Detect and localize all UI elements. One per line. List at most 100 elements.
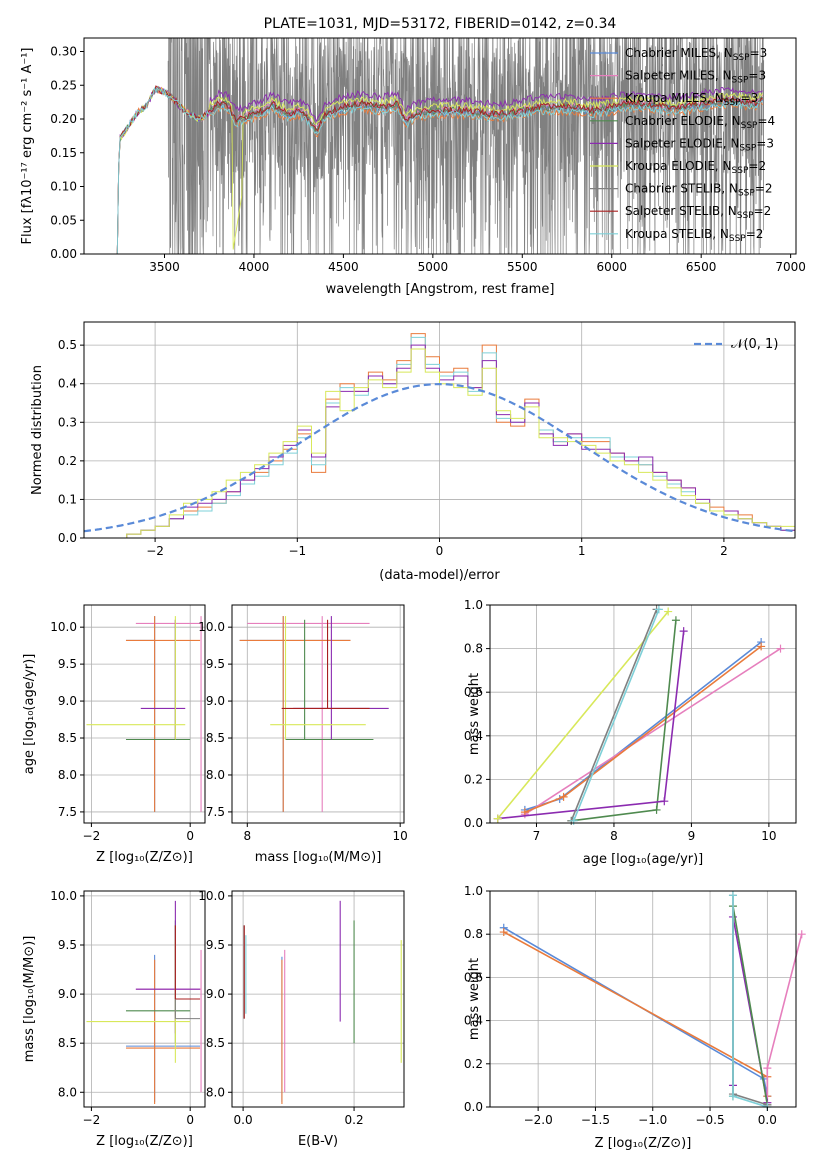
gaussian-curve xyxy=(84,382,795,533)
x-tick-label: 0.2 xyxy=(345,1113,364,1127)
y-tick-label: 0.3 xyxy=(58,415,77,429)
y-tick-label: 9.5 xyxy=(58,657,77,671)
x-tick-label: −2.0 xyxy=(524,1113,553,1127)
x-tick-label: 9 xyxy=(688,829,696,843)
legend-label: Kroupa STELIB, N xyxy=(625,227,729,241)
axes-frame xyxy=(83,604,206,824)
mass-weight-line-3 xyxy=(766,934,803,1103)
y-tick-label: 0.30 xyxy=(50,45,77,59)
legend-label: Salpeter MILES, N xyxy=(625,69,732,83)
y-tick-label: 9.0 xyxy=(206,987,225,1001)
x-axis-label: Z [log₁₀(Z/Z⊙)] xyxy=(96,850,193,865)
model-line-5 xyxy=(114,86,763,254)
x-tick-label: 4500 xyxy=(328,260,359,274)
y-tick-label: 1.0 xyxy=(464,598,483,612)
y-tick-label: 0.8 xyxy=(464,642,483,656)
legend-value: =3 xyxy=(741,91,759,105)
legend-subscript: SSP xyxy=(732,166,749,176)
axes-frame xyxy=(489,604,797,824)
axes-frame xyxy=(489,890,797,1108)
y-axis-label: Normed distribution xyxy=(30,365,45,495)
panel-7: 0.0 0.2 8.0 8.5 9.0 9.5 10.0 xyxy=(198,889,405,1127)
legend-entry: Salpeter ELODIE, NSSP=3 xyxy=(625,136,774,153)
mass-weight-point xyxy=(660,797,669,806)
legend-value: =2 xyxy=(754,204,772,218)
y-tick-label: 9.5 xyxy=(58,938,77,952)
x-tick-label: 7000 xyxy=(775,260,806,274)
y-tick-label: 0.05 xyxy=(50,213,77,227)
mass-weight-line-7 xyxy=(570,609,658,822)
y-tick-label: 0.10 xyxy=(50,180,77,194)
mass-weight-point xyxy=(776,644,785,653)
model-line-9 xyxy=(114,86,763,254)
x-axis-label: age [log₁₀(age/yr)] xyxy=(583,852,704,867)
y-tick-label: 8.5 xyxy=(58,731,77,745)
legend-entry: Chabrier ELODIE, NSSP=4 xyxy=(625,114,775,131)
spectrum-plot xyxy=(114,38,765,254)
y-tick-label: 8.0 xyxy=(206,768,225,782)
legend-label: Kroupa MILES, N xyxy=(625,91,724,105)
y-tick-label: 10.0 xyxy=(50,620,77,634)
x-tick-label: 4000 xyxy=(239,260,270,274)
panel-4: 8 10 7.5 8.0 8.5 9.0 9.5 10.0 xyxy=(198,604,408,843)
mass-weight-line-3 xyxy=(524,645,762,813)
y-tick-label: 7.5 xyxy=(58,805,77,819)
mass-weight-line-8 xyxy=(572,609,660,822)
legend-subscript: SSP xyxy=(732,76,749,86)
legend-value: =2 xyxy=(746,227,764,241)
legend-entry: 𝒩(0, 1) xyxy=(731,337,778,352)
errorbar-plot xyxy=(243,900,402,1105)
y-tick-label: 8.5 xyxy=(206,731,225,745)
legend-subscript: SSP xyxy=(729,234,746,244)
mass-weight-plot xyxy=(493,605,785,825)
x-tick-label: 0 xyxy=(186,1113,194,1127)
x-tick-label: 8 xyxy=(610,829,618,843)
panel-6: −2 0 8.0 8.5 9.0 9.5 10.0 xyxy=(50,889,206,1127)
y-tick-label: 0.2 xyxy=(464,1057,483,1071)
mass-weight-point xyxy=(728,891,737,900)
errorbar-plot xyxy=(86,616,202,812)
y-tick-label: 1.0 xyxy=(464,884,483,898)
legend-entry: Chabrier STELIB, NSSP=2 xyxy=(625,182,773,199)
y-tick-label: 0.4 xyxy=(464,729,483,743)
mass-weight-line-2 xyxy=(524,647,781,815)
x-axis-label: Z [log₁₀(Z/Z⊙)] xyxy=(96,1134,193,1149)
y-tick-label: 0.0 xyxy=(58,531,77,545)
y-axis-label: mass weight xyxy=(467,673,482,755)
x-tick-label: 10 xyxy=(761,829,776,843)
x-tick-label: 7 xyxy=(533,829,541,843)
y-tick-label: 10.0 xyxy=(50,889,77,903)
y-tick-label: 10.0 xyxy=(198,620,225,634)
x-tick-label: 5000 xyxy=(418,260,449,274)
x-tick-label: 3500 xyxy=(149,260,180,274)
x-tick-label: 6000 xyxy=(596,260,627,274)
legend-value: =3 xyxy=(750,46,768,60)
y-tick-label: 0.00 xyxy=(50,247,77,261)
chart-title: PLATE=1031, MJD=53172, FIBERID=0142, z=0… xyxy=(264,16,617,32)
y-tick-label: 0.2 xyxy=(58,454,77,468)
legend-entry: Chabrier MILES, NSSP=3 xyxy=(625,46,767,63)
x-tick-label: −2 xyxy=(83,1113,101,1127)
mass-weight-plot xyxy=(499,891,806,1111)
legend-entry: Kroupa STELIB, NSSP=2 xyxy=(625,227,763,244)
axes-frame xyxy=(83,890,206,1108)
panel-1: 3500 4000 4500 5000 5500 6000 6500 7000 0.00 0.05… xyxy=(50,37,806,274)
x-tick-label: −2 xyxy=(83,829,101,843)
y-tick-label: 9.5 xyxy=(206,938,225,952)
x-axis-label: E(B-V) xyxy=(298,1134,338,1149)
mass-weight-line-6 xyxy=(497,610,669,820)
y-tick-label: 10.0 xyxy=(198,889,225,903)
legend-entry: Kroupa ELODIE, NSSP=2 xyxy=(625,159,766,176)
y-tick-label: 0.20 xyxy=(50,112,77,126)
panel-8: −2.0 −1.5 −1.0 −0.5 0.0 0.0 0.2 0.4 0.6 0.8 1.0 xyxy=(464,884,806,1127)
x-tick-label: 0.0 xyxy=(234,1113,253,1127)
x-tick-label: 0.0 xyxy=(758,1113,777,1127)
y-axis-label: mass [log₁₀(M/M⊙)] xyxy=(22,936,37,1063)
y-axis-label: age [log₁₀(age/yr)] xyxy=(22,654,37,775)
legend-value: =4 xyxy=(757,114,775,128)
mass-weight-point xyxy=(499,928,508,937)
y-tick-label: 0.25 xyxy=(50,78,77,92)
x-axis-label: mass [log₁₀(M/M⊙)] xyxy=(255,850,382,865)
y-tick-label: 9.0 xyxy=(58,987,77,1001)
